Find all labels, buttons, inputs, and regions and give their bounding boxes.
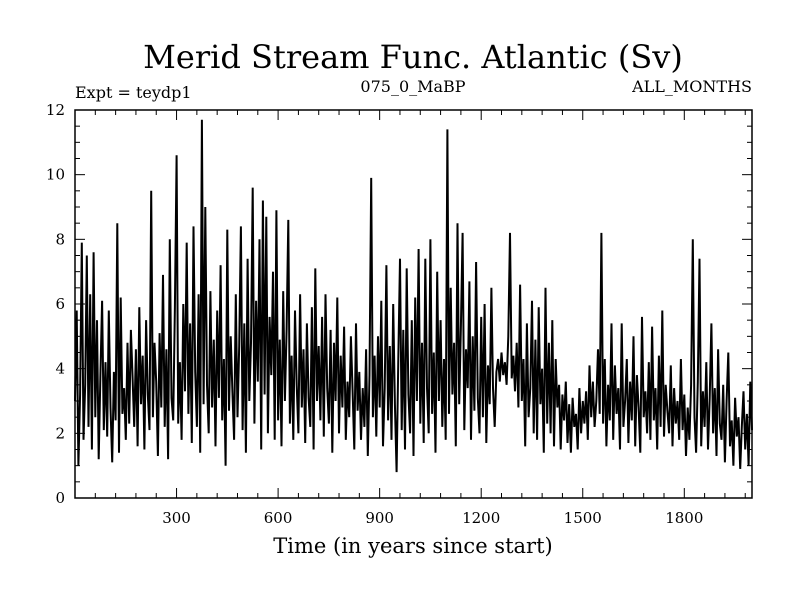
chart-title: Merid Stream Func. Atlantic (Sv) [143, 38, 683, 76]
subtitle-left: Expt = teydp1 [75, 83, 192, 102]
subtitle-center: 075_0_MaBP [360, 77, 465, 96]
y-tick-label: 6 [55, 295, 65, 313]
x-axis-tick-labels: 300 600 900 1200 1500 1800 [162, 509, 703, 527]
x-tick-label: 1800 [665, 509, 703, 527]
y-tick-label: 2 [55, 424, 65, 442]
x-tick-label: 1200 [462, 509, 500, 527]
y-tick-label: 12 [46, 101, 65, 119]
y-axis-tick-labels: 0 2 4 6 8 10 12 [46, 101, 65, 507]
x-tick-label: 600 [264, 509, 293, 527]
x-tick-label: 1500 [564, 509, 602, 527]
y-tick-label: 0 [55, 489, 65, 507]
x-axis-label: Time (in years since start) [273, 534, 552, 558]
y-tick-label: 4 [55, 360, 65, 378]
y-tick-label: 10 [46, 166, 65, 184]
x-tick-label: 900 [365, 509, 394, 527]
plot-frame [74, 109, 753, 499]
series-line [74, 119, 753, 473]
subtitle-right: ALL_MONTHS [631, 77, 752, 96]
y-tick-label: 8 [55, 230, 65, 248]
x-tick-label: 300 [162, 509, 191, 527]
